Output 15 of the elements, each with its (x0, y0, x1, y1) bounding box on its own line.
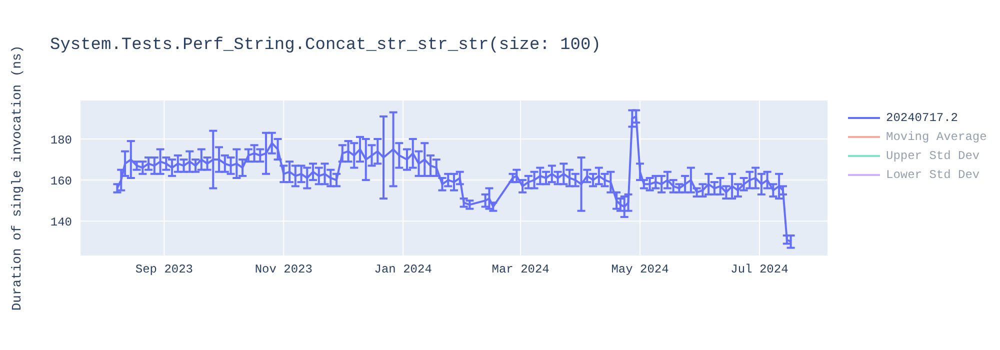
x-tick-label: Sep 2023 (135, 262, 194, 277)
y-axis-title: Duration of single invocation (ns) (10, 45, 25, 311)
chart-title: System.Tests.Perf_String.Concat_str_str_str(size: 100) (50, 36, 601, 55)
legend-label: 20240717.2 (886, 110, 958, 124)
y-tick-label: 180 (50, 133, 72, 148)
legend-label: Lower Std Dev (886, 168, 980, 182)
x-tick-label: May 2024 (611, 262, 669, 277)
legend-label: Moving Average (886, 130, 987, 144)
y-tick-label: 140 (50, 215, 72, 230)
legend-label: Upper Std Dev (886, 148, 980, 162)
x-tick-label: Mar 2024 (492, 262, 550, 277)
x-tick-label: Nov 2023 (254, 262, 312, 277)
y-tick-label: 160 (50, 174, 72, 188)
x-tick-label: Jul 2024 (730, 262, 788, 277)
x-tick-label: Jan 2024 (374, 262, 432, 277)
